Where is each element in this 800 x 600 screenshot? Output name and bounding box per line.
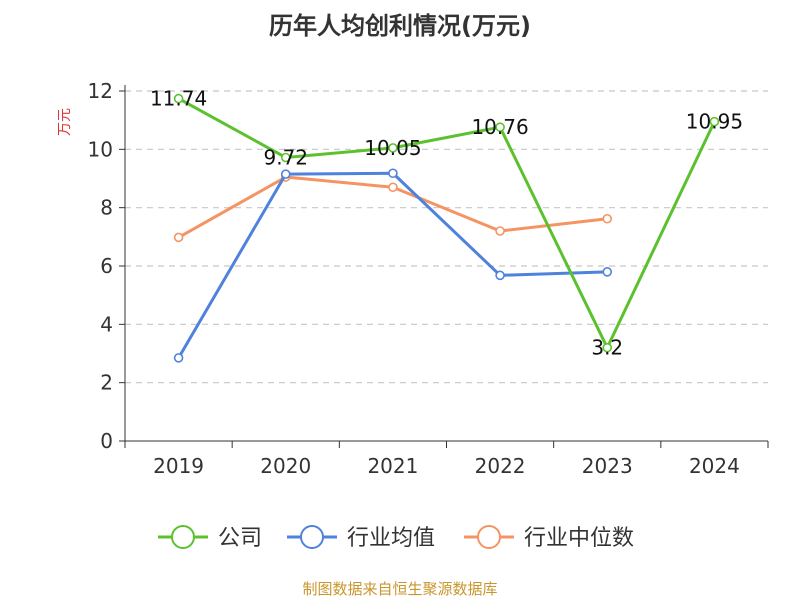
y-tick-label: 2: [100, 371, 113, 395]
x-tick-label: 2023: [582, 454, 633, 478]
legend-label: 行业中位数: [524, 526, 634, 551]
legend-item[interactable]: 公司: [158, 525, 262, 551]
legend-label: 公司: [218, 526, 262, 551]
x-tick-label: 2019: [153, 454, 204, 478]
legend-item[interactable]: 行业中位数: [464, 525, 634, 551]
data-point: [173, 232, 184, 243]
axes: 0 2 4 6 8 10 12 2019 2020 2021 2022 2023 2024: [88, 79, 769, 478]
x-tick-label: 2021: [367, 454, 418, 478]
x-tick-label: 2022: [475, 454, 526, 478]
y-tick-label: 4: [100, 312, 113, 336]
legend[interactable]: 公司 行业均值 行业中位数: [158, 525, 634, 551]
data-label: 10.95: [686, 110, 743, 134]
grid-lines: [125, 90, 768, 384]
data-label: 10.76: [471, 115, 528, 139]
data-point: [388, 143, 398, 153]
y-tick-label: 0: [100, 429, 113, 453]
data-label: 9.72: [263, 146, 308, 170]
data-label: 11.74: [150, 87, 207, 111]
legend-swatch-marker: [171, 525, 195, 549]
data-point: [602, 342, 613, 353]
y-tick-label: 6: [100, 254, 113, 278]
y-axis-label: 万元: [57, 108, 73, 136]
data-point: [495, 226, 505, 236]
series-line: [177, 97, 716, 350]
y-tick-label: 12: [88, 79, 113, 103]
chart-title: 历年人均创利情况(万元): [269, 12, 531, 40]
data-point: [388, 168, 398, 179]
data-point: [280, 169, 291, 179]
data-point: [495, 270, 505, 281]
legend-label: 行业均值: [347, 526, 435, 551]
x-tick-label: 2020: [260, 454, 311, 478]
data-point: [602, 213, 613, 224]
data-point: [495, 122, 505, 132]
data-point: [280, 152, 291, 163]
data-point: [709, 116, 720, 127]
data-point: [602, 267, 613, 277]
data-labels: 11.74 9.72 10.05 10.76 3.2 10.95: [150, 87, 743, 360]
data-label: 10.05: [364, 136, 421, 160]
data-source: 制图数据来自恒生聚源数据库: [302, 580, 497, 598]
data-point: [388, 182, 398, 193]
legend-swatch-marker: [477, 525, 501, 549]
data-label: 3.2: [591, 336, 623, 360]
data-point: [173, 353, 184, 363]
legend-item[interactable]: 行业均值: [287, 525, 435, 551]
x-tick-label: 2024: [689, 454, 740, 478]
legend-swatch-marker: [300, 525, 324, 549]
y-tick-label: 10: [88, 137, 113, 161]
data-point: [173, 93, 184, 104]
y-tick-label: 8: [100, 196, 113, 220]
series-lines: [173, 93, 720, 363]
